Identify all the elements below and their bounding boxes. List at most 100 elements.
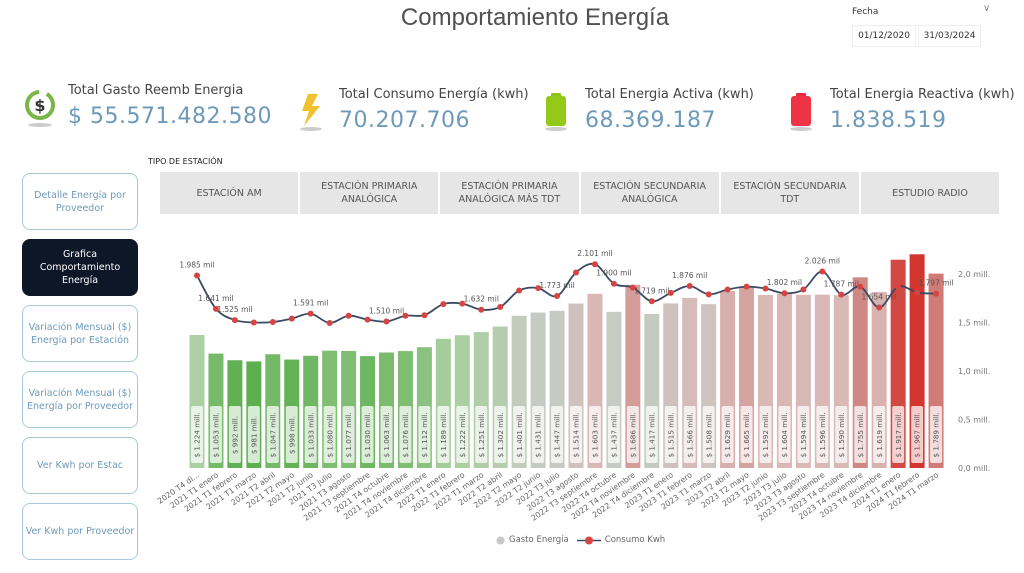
bar-data-label: $ 1.603 mill. [591,413,600,458]
consumo-marker [591,261,598,268]
dollar-cycle-icon: $ [25,90,55,127]
consumo-marker [857,283,864,290]
consumo-marker [686,283,693,290]
line-data-label: 1.802 mil [767,278,802,287]
station-option-secundaria-tdt[interactable]: ESTACIÓN SECUNDARIA TDT [720,172,861,214]
bar-data-label: $ 1.967 mill. [913,413,922,458]
station-option-am[interactable]: ESTACIÓN AM [160,172,301,214]
kpi-label: Total Energia Activa (kwh) [585,87,754,102]
y-tick-label: 1,0 mill. [958,367,990,376]
bar-data-label: $ 1.508 mill. [704,413,713,458]
consumo-marker [554,293,561,300]
consumo-marker [933,290,940,297]
station-option-primaria-analogica[interactable]: ESTACIÓN PRIMARIA ANALÓGICA [300,172,441,214]
bar-label-background [588,406,601,463]
nav-detalle-energia-proveedor[interactable]: Detalle Energía por Proveedor [22,173,138,230]
station-option-primaria-analogica-tdt[interactable]: ESTACIÓN PRIMARIA ANALÓGICA MÁS TDT [440,172,581,214]
bar-data-label: $ 1.224 mill. [193,413,202,458]
nav-kwh-estacion[interactable]: Ver Kwh por Estac [22,437,138,494]
line-data-label: 1.719 mil [634,286,669,295]
legend-consumo-label: Consumo Kwh [604,535,666,545]
consumo-marker [573,269,579,276]
bar-data-label: $ 1.030 mill. [363,413,372,458]
kpi-value: 70.207.706 [339,108,470,133]
line-data-label: 2.026 mil [805,256,840,265]
bar-data-label: $ 1.515 mill. [666,413,675,458]
y-tick-label: 0,0 mill. [958,464,990,473]
end-date-input[interactable]: 31/03/2024 [918,25,981,47]
consumo-marker [895,283,902,290]
kpi-value: 68.369.187 [585,108,716,133]
consumo-marker [269,319,276,326]
y-tick-label: 2,0 mill. [958,270,990,279]
bar-data-label: $ 1.431 mill. [534,413,543,458]
start-date-input[interactable]: 01/12/2020 [852,25,916,47]
nav-kwh-proveedor[interactable]: Ver Kwh por Proveedor [22,503,138,560]
bar-label-background [873,406,886,463]
consumo-marker [667,289,674,296]
line-data-label: 1.787 mil [824,280,859,289]
consumo-marker [610,280,617,287]
energy-combo-chart: 0,0 mill. 0,5 mill. 1,0 mill. 1,5 mill. 2,0 … [156,249,990,523]
consumo-marker [307,310,314,317]
bar-data-label: $ 1.596 mill. [818,413,827,458]
consumo-marker [345,312,352,319]
line-data-label: 1.632 mil [464,295,499,304]
bar-label-background [835,406,848,463]
y-tick-label: 0,5 mill. [958,416,990,425]
bar-label-background [721,406,734,463]
station-option-secundaria-analogica[interactable]: ESTACIÓN SECUNDARIA ANALÓGICA [580,172,721,214]
bar-data-label: $ 1.566 mill. [685,413,694,458]
bar-data-label: $ 1.033 mill. [306,413,315,458]
chevron-down-icon[interactable]: ∨ [983,3,991,14]
bar-label-background [380,406,393,463]
consumo-marker [402,312,409,319]
line-data-label: 1.591 mil [293,299,328,308]
bar-label-background [228,406,241,463]
consumo-marker [250,319,257,326]
bar-data-label: $ 1.401 mill. [515,413,524,458]
bar-label-background [551,406,564,463]
bar-label-background [778,406,791,463]
nav-variacion-estacion[interactable]: Variación Mensual ($) Energía por Estaci… [22,305,138,362]
kpi-label: Total Energia Reactiva (kwh) [830,87,1015,102]
bar-label-background [797,406,810,463]
consumo-marker [459,300,466,307]
consumo-marker [194,272,200,279]
bar-label-background [418,406,431,463]
consumo-marker [440,301,447,308]
bar-label-background [494,406,507,463]
consumo-marker [364,316,371,323]
bar-data-label: $ 1.251 mill. [477,413,486,458]
legend-consumo-swatch [576,536,601,544]
bar-label-background [304,406,317,463]
bar-label-background [342,406,355,463]
consumo-marker [819,268,826,275]
bar-data-label: $ 998 mill. [287,416,296,454]
line-data-label: 1.654 mil [862,293,897,302]
chart-legend: Gasto Energía Consumo Kwh [496,535,665,545]
bar-label-background [399,406,412,463]
station-filter-label: TIPO DE ESTACIÓN [148,157,223,166]
y-tick-label: 1,5 mill. [958,319,990,328]
legend-gasto-label: Gasto Energía [509,535,569,545]
kpi-label: Total Consumo Energía (kwh) [339,87,529,102]
consumo-marker [705,291,712,298]
bar-label-background [892,406,905,463]
bar-data-label: $ 1.053 mill. [212,413,221,458]
bar-data-label: $ 1.189 mill. [439,413,448,458]
bar-label-background [437,406,450,463]
consumo-marker [231,317,238,324]
consumo-marker [326,319,333,326]
bar-data-label: $ 1.594 mill. [799,413,808,458]
station-option-estudio-radio[interactable]: ESTUDIO RADIO [860,172,1000,214]
line-data-label: 1.525 mil [217,305,252,314]
nav-grafica-comportamiento[interactable]: Grafica Comportamiento Energía [22,239,138,296]
bar-data-label: $ 1.619 mill. [875,413,884,458]
nav-variacion-proveedor[interactable]: Variación Mensual ($) Energía por Provee… [22,371,138,428]
kpi-value: 1.838.519 [830,108,947,133]
red-battery-icon [790,93,812,131]
bar-data-label: $ 1.222 mill. [458,413,467,458]
bar-label-background [456,406,469,463]
bar-label-background [475,406,488,463]
